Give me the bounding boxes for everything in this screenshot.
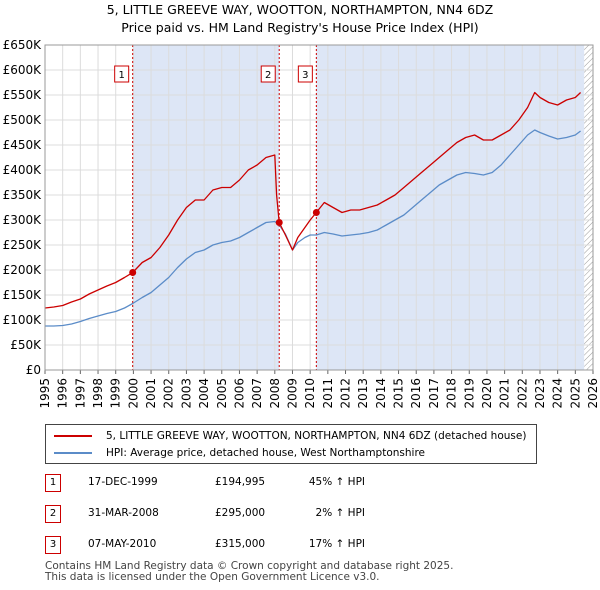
x-tick-label: 2011 xyxy=(321,378,335,409)
transaction-date: 17-DEC-1999 xyxy=(88,476,158,488)
footer-licence: This data is licensed under the Open Gov… xyxy=(45,571,380,583)
y-tick-label: £650K xyxy=(3,38,43,52)
y-tick-label: £550K xyxy=(3,88,43,102)
sale-marker-label: 1 xyxy=(118,70,124,81)
x-tick-label: 2017 xyxy=(427,378,441,409)
x-tick-label: 2020 xyxy=(480,378,494,409)
legend-label-property: 5, LITTLE GREEVE WAY, WOOTTON, NORTHAMPT… xyxy=(106,430,527,442)
x-tick-label: 2004 xyxy=(197,378,211,409)
x-tick-label: 2024 xyxy=(551,378,565,409)
transaction-marker: 3 xyxy=(45,536,61,554)
x-tick-label: 2025 xyxy=(568,378,582,409)
x-tick-label: 2021 xyxy=(498,378,512,409)
transaction-hpi-change: 2% ↑ HPI xyxy=(315,507,365,519)
x-tick-label: 2022 xyxy=(515,378,529,409)
hpi-line xyxy=(45,129,581,327)
y-tick-label: £600K xyxy=(3,63,43,77)
sale-marker-box xyxy=(260,65,276,83)
x-tick-label: 2010 xyxy=(303,378,317,409)
x-tick-label: 2012 xyxy=(339,378,353,409)
x-tick-label: 2023 xyxy=(533,378,547,409)
y-tick-label: £400K xyxy=(3,163,43,177)
legend-label-hpi: HPI: Average price, detached house, West… xyxy=(106,447,425,459)
shaded-period xyxy=(132,45,280,370)
transaction-hpi-change: 17% ↑ HPI xyxy=(308,538,365,550)
shaded-period xyxy=(316,45,585,370)
sale-marker-box xyxy=(297,65,313,83)
x-tick-label: 2019 xyxy=(462,378,476,409)
transaction-price: £194,995 xyxy=(215,476,266,488)
legend-swatch-hpi xyxy=(54,452,92,454)
y-tick-label: £450K xyxy=(3,138,43,152)
x-tick-label: 2005 xyxy=(215,378,229,409)
x-tick-label: 2026 xyxy=(586,378,600,409)
legend-swatch-property xyxy=(54,435,92,437)
transaction-hpi-change: 45% ↑ HPI xyxy=(308,476,365,488)
transaction-date: 31-MAR-2008 xyxy=(88,507,159,519)
y-tick-label: £250K xyxy=(3,238,43,252)
x-tick-label: 1995 xyxy=(38,378,52,409)
property-price-line xyxy=(44,91,582,309)
transaction-marker: 1 xyxy=(45,474,61,492)
y-tick-label: £50K xyxy=(10,338,42,352)
x-tick-label: 2006 xyxy=(232,378,246,409)
sale-marker-box xyxy=(114,65,130,83)
y-tick-label: £0 xyxy=(26,363,41,377)
x-tick-label: 1997 xyxy=(73,378,87,409)
sale-point xyxy=(275,219,283,226)
legend-item-hpi: HPI: Average price, detached house, West… xyxy=(54,445,425,461)
transaction-price: £295,000 xyxy=(215,507,266,519)
legend: 5, LITTLE GREEVE WAY, WOOTTON, NORTHAMPT… xyxy=(45,424,537,464)
y-tick-label: £150K xyxy=(3,288,43,302)
x-tick-label: 2003 xyxy=(179,378,193,409)
x-tick-label: 2016 xyxy=(409,378,423,409)
sale-point xyxy=(312,209,320,216)
transaction-price: £315,000 xyxy=(215,538,266,550)
footer-copyright: Contains HM Land Registry data © Crown c… xyxy=(45,560,454,572)
y-tick-label: £350K xyxy=(3,188,43,202)
x-tick-label: 1998 xyxy=(91,378,105,409)
footer: Contains HM Land Registry data © Crown c… xyxy=(45,561,453,583)
x-tick-label: 2013 xyxy=(356,378,370,409)
y-tick-label: £100K xyxy=(3,313,43,327)
y-tick-label: £500K xyxy=(3,113,43,127)
sale-point xyxy=(129,269,137,277)
chart-title-line2: Price paid vs. HM Land Registry's House … xyxy=(121,20,479,35)
x-tick-label: 2009 xyxy=(285,378,299,409)
forecast-hatch xyxy=(584,45,593,370)
x-tick-label: 2002 xyxy=(162,378,176,409)
plot-border xyxy=(44,44,594,371)
x-tick-label: 2000 xyxy=(126,378,140,409)
x-tick-label: 2014 xyxy=(374,378,388,409)
x-tick-label: 1996 xyxy=(56,378,70,409)
transaction-date: 07-MAY-2010 xyxy=(88,538,157,550)
y-tick-label: £200K xyxy=(3,263,43,277)
sale-marker-label: 2 xyxy=(265,70,271,81)
chart-title-line1: 5, LITTLE GREEVE WAY, WOOTTON, NORTHAMPT… xyxy=(106,2,494,17)
x-tick-label: 1999 xyxy=(109,378,123,409)
x-tick-label: 2007 xyxy=(250,378,264,409)
transaction-marker: 2 xyxy=(45,505,61,523)
price-chart: 1 2 3 £0 £50K £100K £150K £200K £250K £300K £350K… xyxy=(3,38,600,409)
x-tick-label: 2008 xyxy=(268,378,282,409)
legend-item-property: 5, LITTLE GREEVE WAY, WOOTTON, NORTHAMPT… xyxy=(54,428,526,444)
x-tick-label: 2018 xyxy=(445,378,459,409)
sale-marker-label: 3 xyxy=(302,70,308,81)
y-tick-label: £300K xyxy=(3,213,43,227)
x-tick-label: 2001 xyxy=(144,378,158,409)
x-tick-label: 2015 xyxy=(392,378,406,409)
